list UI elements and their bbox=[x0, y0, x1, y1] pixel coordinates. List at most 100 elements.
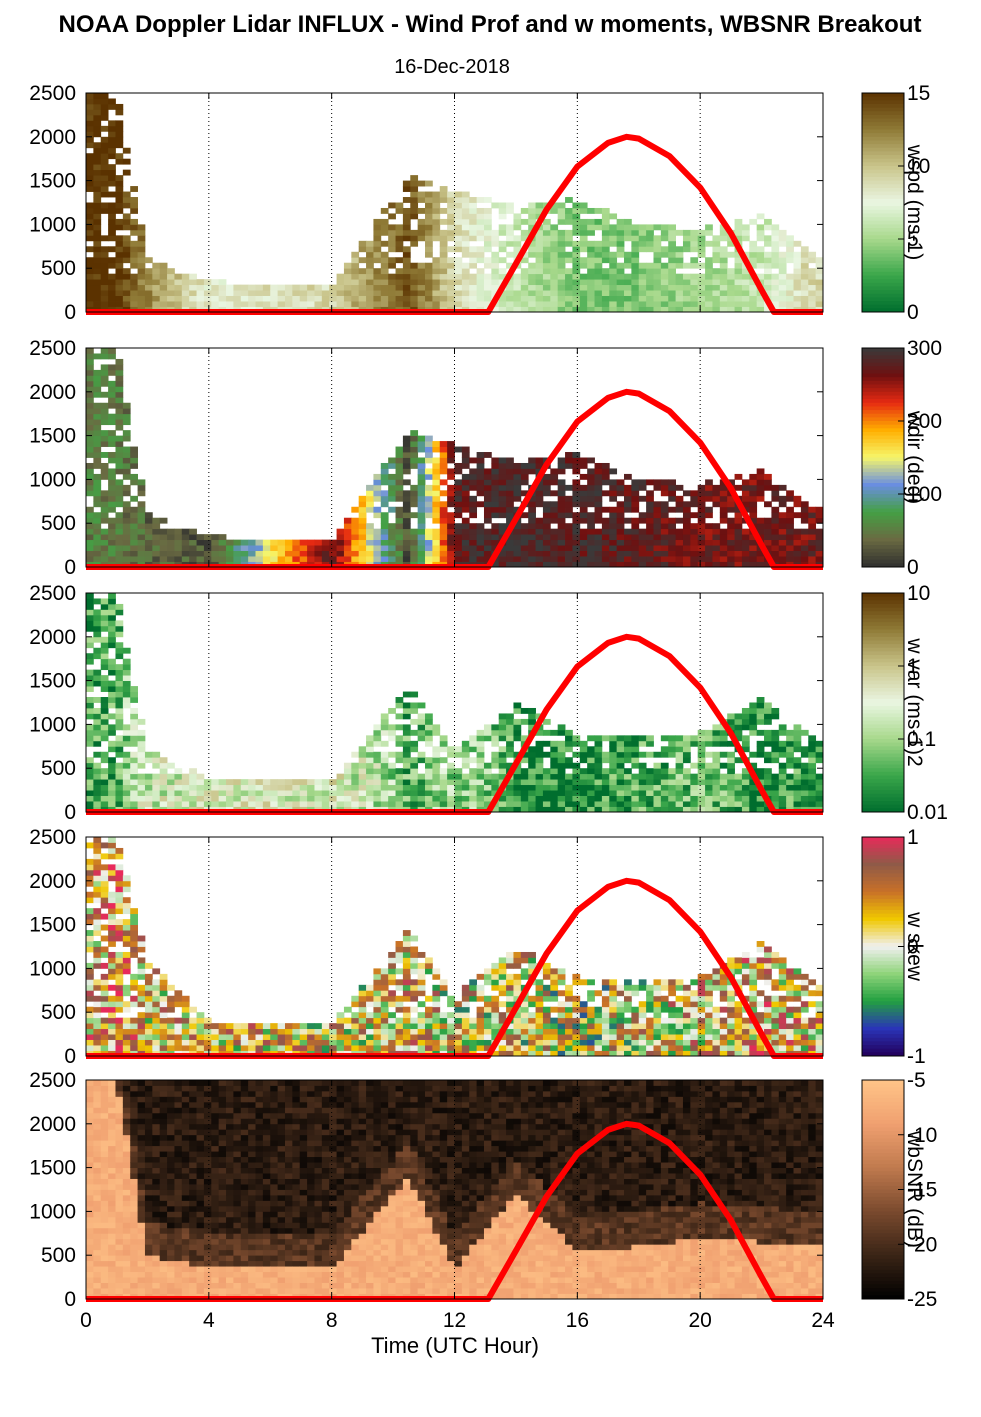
colorbar-step bbox=[862, 710, 904, 714]
heatmap-cell bbox=[580, 752, 588, 758]
heatmap-cell bbox=[602, 534, 610, 540]
heatmap-cell bbox=[241, 796, 249, 802]
heatmap-cell bbox=[609, 274, 617, 280]
heatmap-cell bbox=[764, 518, 772, 524]
heatmap-cell bbox=[764, 779, 772, 785]
heatmap-cell bbox=[145, 990, 153, 996]
heatmap-cell bbox=[160, 1045, 168, 1051]
heatmap-cell bbox=[314, 1023, 322, 1029]
heatmap-cell bbox=[690, 551, 698, 557]
heatmap-cell bbox=[101, 996, 109, 1002]
heatmap-cell bbox=[101, 392, 109, 398]
heatmap-cell bbox=[690, 790, 698, 796]
heatmap-cell bbox=[550, 285, 558, 291]
heatmap-cell bbox=[189, 274, 197, 280]
heatmap-cell bbox=[410, 741, 418, 747]
heatmap-cell bbox=[661, 296, 669, 302]
heatmap-cell bbox=[278, 556, 286, 562]
heatmap-cell bbox=[661, 268, 669, 274]
heatmap-cell bbox=[720, 501, 728, 507]
heatmap-cell bbox=[130, 230, 138, 236]
heatmap-cell bbox=[432, 496, 440, 502]
heatmap-cell bbox=[572, 468, 580, 474]
heatmap-cell bbox=[528, 774, 536, 780]
heatmap-cell bbox=[794, 796, 802, 802]
heatmap-cell bbox=[138, 246, 146, 252]
heatmap-cell bbox=[145, 540, 153, 546]
heatmap-cell bbox=[617, 224, 625, 230]
heatmap-cell bbox=[639, 496, 647, 502]
colorbar-step bbox=[862, 283, 904, 287]
heatmap-cell bbox=[270, 1040, 278, 1046]
heatmap-cell bbox=[425, 501, 433, 507]
heatmap-cell bbox=[418, 197, 426, 203]
heatmap-cell bbox=[160, 974, 168, 980]
heatmap-cell bbox=[491, 735, 499, 741]
heatmap-cell bbox=[690, 263, 698, 269]
heatmap-cell bbox=[617, 219, 625, 225]
heatmap-cell bbox=[93, 919, 101, 925]
heatmap-cell bbox=[359, 779, 367, 785]
heatmap-cell bbox=[602, 230, 610, 236]
heatmap-cell bbox=[440, 501, 448, 507]
heatmap-cell bbox=[108, 479, 116, 485]
heatmap-cell bbox=[115, 752, 123, 758]
heatmap-cell bbox=[351, 274, 359, 280]
heatmap-cell bbox=[115, 653, 123, 659]
heatmap-cell bbox=[381, 551, 389, 557]
heatmap-cell bbox=[749, 790, 757, 796]
heatmap-cell bbox=[174, 774, 182, 780]
heatmap-cell bbox=[455, 263, 463, 269]
heatmap-cell bbox=[572, 785, 580, 791]
heatmap-cell bbox=[513, 556, 521, 562]
heatmap-cell bbox=[720, 290, 728, 296]
heatmap-cell bbox=[440, 268, 448, 274]
heatmap-cell bbox=[130, 518, 138, 524]
heatmap-cell bbox=[130, 463, 138, 469]
heatmap-cell bbox=[455, 529, 463, 535]
heatmap-cell bbox=[491, 763, 499, 769]
heatmap-cell bbox=[138, 290, 146, 296]
colorbar-step bbox=[862, 505, 904, 509]
heatmap-cell bbox=[550, 779, 558, 785]
heatmap-cell bbox=[683, 768, 691, 774]
heatmap-cell bbox=[720, 545, 728, 551]
heatmap-cell bbox=[550, 230, 558, 236]
heatmap-cell bbox=[712, 241, 720, 247]
heatmap-cell bbox=[469, 252, 477, 258]
heatmap-cell bbox=[683, 790, 691, 796]
heatmap-cell bbox=[786, 296, 794, 302]
heatmap-cell bbox=[469, 785, 477, 791]
heatmap-cell bbox=[108, 620, 116, 626]
heatmap-cell bbox=[396, 768, 404, 774]
heatmap-cell bbox=[499, 474, 507, 480]
heatmap-cell bbox=[801, 518, 809, 524]
heatmap-cell bbox=[197, 801, 205, 807]
heatmap-cell bbox=[513, 496, 521, 502]
heatmap-cell bbox=[388, 224, 396, 230]
heatmap-cell bbox=[152, 301, 160, 307]
heatmap-cell bbox=[617, 735, 625, 741]
heatmap-cell bbox=[469, 556, 477, 562]
heatmap-cell bbox=[484, 285, 492, 291]
heatmap-cell bbox=[396, 518, 404, 524]
heatmap-cell bbox=[735, 534, 743, 540]
heatmap-cell bbox=[528, 523, 536, 529]
heatmap-cell bbox=[344, 296, 352, 302]
heatmap-cell bbox=[727, 801, 735, 807]
heatmap-cell bbox=[101, 430, 109, 436]
heatmap-cell bbox=[256, 285, 264, 291]
heatmap-cell bbox=[727, 779, 735, 785]
heatmap-cell bbox=[602, 219, 610, 225]
heatmap-cell bbox=[152, 545, 160, 551]
heatmap-cell bbox=[653, 529, 661, 535]
heatmap-cell bbox=[771, 290, 779, 296]
heatmap-cell bbox=[432, 263, 440, 269]
heatmap-cell bbox=[757, 301, 765, 307]
heatmap-cell bbox=[771, 296, 779, 302]
heatmap-cell bbox=[425, 485, 433, 491]
heatmap-cell bbox=[624, 301, 632, 307]
heatmap-cell bbox=[477, 224, 485, 230]
heatmap-cell bbox=[513, 274, 521, 280]
heatmap-cell bbox=[617, 512, 625, 518]
